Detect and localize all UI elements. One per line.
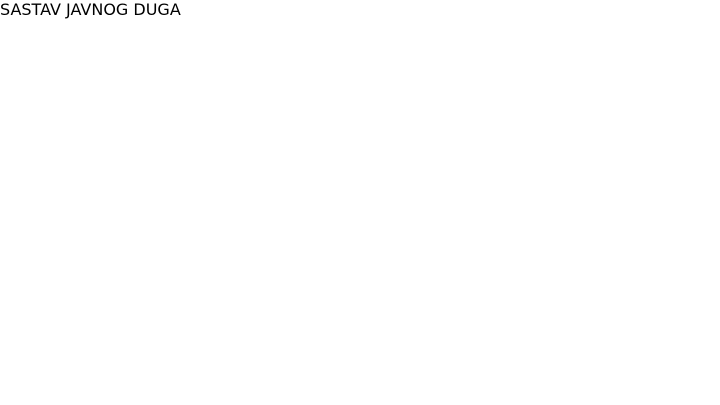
- title: SASTAV JAVNOG DUGA: [0, 0, 181, 19]
